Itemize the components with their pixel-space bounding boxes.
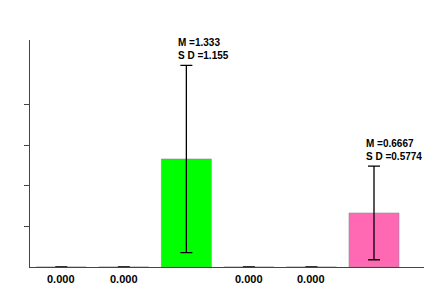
svg-text:0.000: 0.000: [47, 273, 75, 285]
svg-text:M =0.6667S D =0.5774: M =0.6667S D =0.5774: [366, 138, 422, 162]
svg-text:0.000: 0.000: [110, 273, 138, 285]
svg-text:M =1.333S D =1.155: M =1.333S D =1.155: [178, 37, 229, 61]
svg-text:0.000: 0.000: [235, 273, 263, 285]
svg-text:0.000: 0.000: [297, 273, 325, 285]
